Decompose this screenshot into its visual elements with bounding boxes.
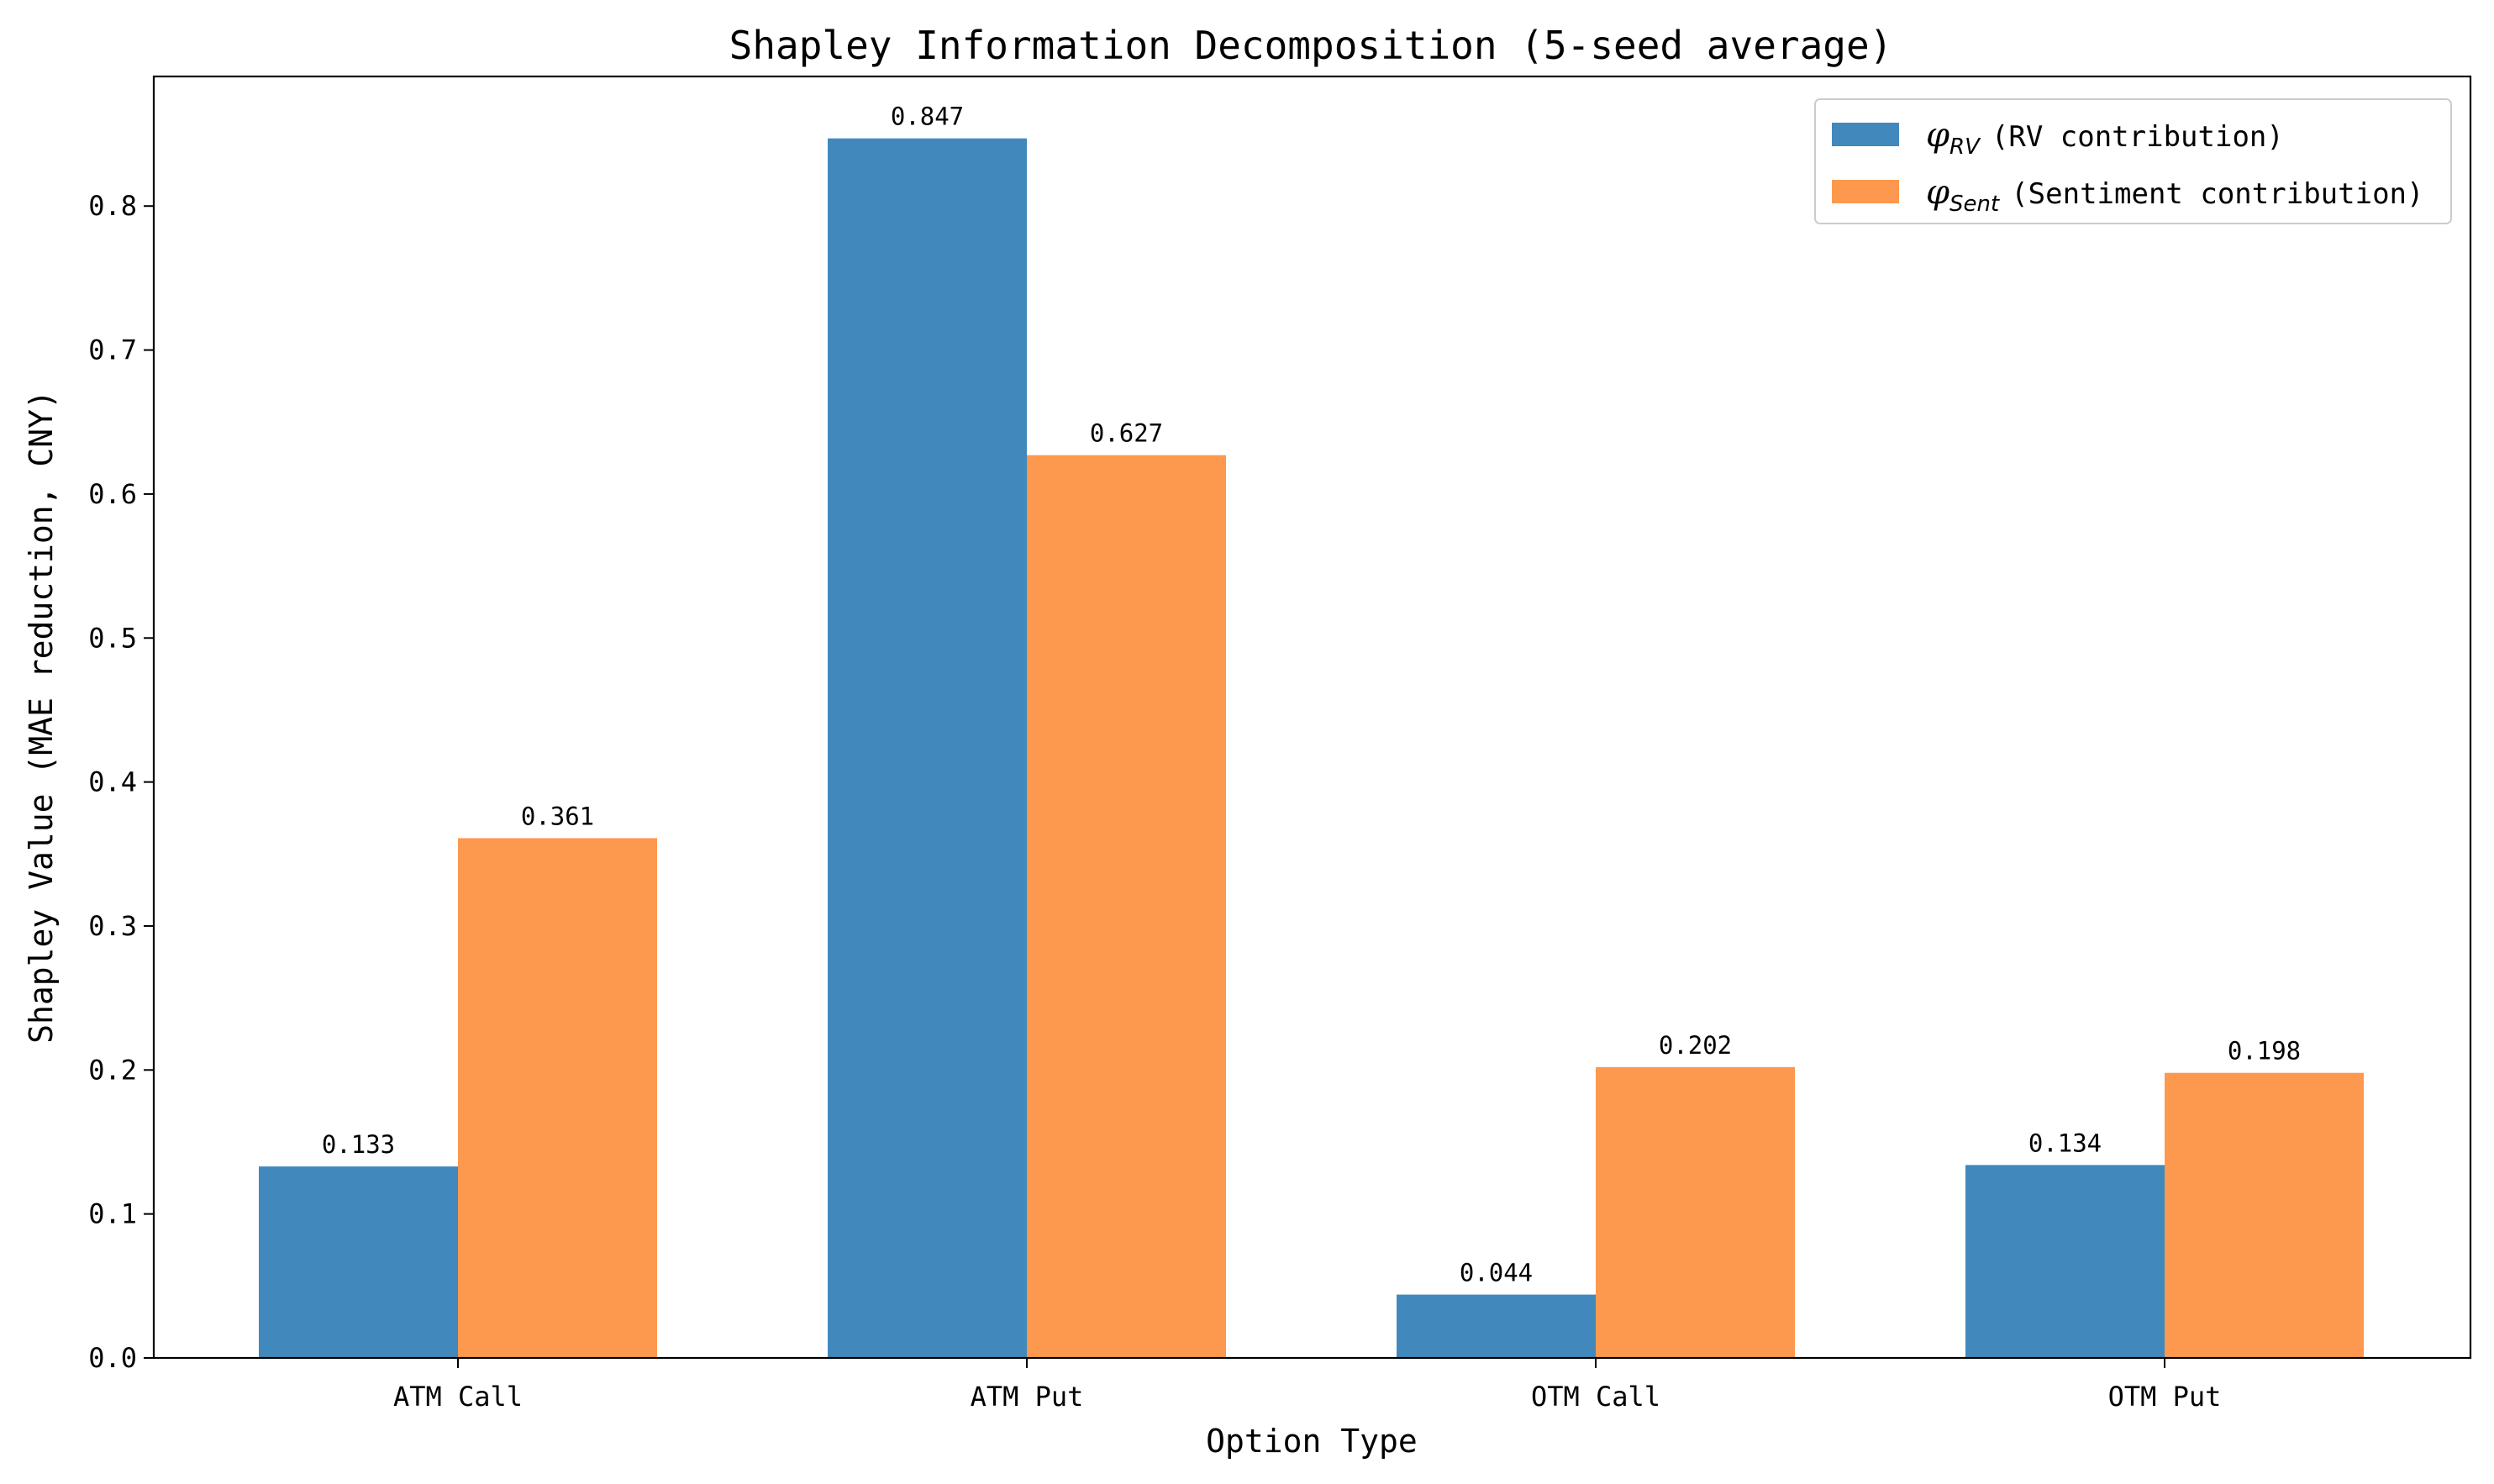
legend-label-0: (RV contribution) bbox=[1992, 120, 2284, 154]
y-axis: 0.0 0.1 0.2 0.3 0.4 0.5 0.6 0.7 0.8 bbox=[88, 190, 154, 1374]
data-label-sent-3: 0.198 bbox=[2228, 1037, 2301, 1066]
x-axis: ATM Call ATM Put OTM Call OTM Put bbox=[393, 1358, 2221, 1413]
y-tick-label-7: 0.7 bbox=[88, 334, 137, 366]
legend-label-1: (Sentiment contribution) bbox=[2011, 177, 2423, 211]
bar-rv-atm-call bbox=[259, 1166, 458, 1358]
legend: φRV (RV contribution)φSent (Sentiment cont… bbox=[1814, 98, 2452, 224]
bar-rv-otm-call bbox=[1397, 1294, 1596, 1358]
x-tick-label-2: OTM Call bbox=[1531, 1381, 1660, 1413]
y-tick-label-2: 0.2 bbox=[88, 1054, 137, 1086]
legend-subscript-0: RV bbox=[1949, 134, 1981, 160]
y-tick-label-4: 0.4 bbox=[88, 766, 137, 798]
legend-symbol-0: φ bbox=[1926, 116, 1949, 155]
y-tick-label-3: 0.3 bbox=[88, 910, 137, 942]
legend-subscript-1: Sent bbox=[1949, 192, 2000, 217]
bars-group bbox=[259, 138, 2364, 1359]
data-label-rv-3: 0.134 bbox=[2028, 1129, 2102, 1157]
x-axis-label: Option Type bbox=[1206, 1423, 1418, 1460]
x-tick-label-1: ATM Put bbox=[971, 1381, 1084, 1413]
x-tick-label-3: OTM Put bbox=[2108, 1381, 2222, 1413]
bar-sent-otm-call bbox=[1596, 1066, 1795, 1358]
data-label-rv-1: 0.847 bbox=[891, 103, 964, 131]
y-tick-label-6: 0.6 bbox=[88, 478, 137, 510]
y-tick-label-8: 0.8 bbox=[88, 190, 137, 222]
legend-entry-0: φRV (RV contribution) bbox=[1926, 116, 2284, 160]
data-label-rv-0: 0.133 bbox=[322, 1130, 395, 1159]
data-label-rv-2: 0.044 bbox=[1460, 1259, 1533, 1287]
legend-swatch-1 bbox=[1832, 180, 1899, 203]
data-label-sent-2: 0.202 bbox=[1659, 1031, 1732, 1060]
x-tick-label-0: ATM Call bbox=[393, 1381, 523, 1413]
y-tick-label-0: 0.0 bbox=[88, 1342, 137, 1374]
bar-rv-atm-put bbox=[828, 138, 1027, 1358]
data-label-sent-1: 0.627 bbox=[1090, 419, 1163, 448]
legend-swatch-0 bbox=[1832, 123, 1899, 146]
bar-rv-otm-put bbox=[1965, 1165, 2165, 1358]
y-tick-label-5: 0.5 bbox=[88, 622, 137, 654]
data-labels-group: 0.133 0.847 0.044 0.134 0.361 0.627 0.202 0.198 bbox=[322, 103, 2301, 1287]
bar-sent-otm-put bbox=[2165, 1072, 2364, 1358]
y-axis-label: Shapley Value (MAE reduction, CNY) bbox=[23, 390, 60, 1044]
bar-sent-atm-put bbox=[1027, 455, 1226, 1359]
bar-sent-atm-call bbox=[458, 838, 657, 1358]
data-label-sent-0: 0.361 bbox=[521, 802, 594, 830]
y-tick-label-1: 0.1 bbox=[88, 1198, 137, 1230]
legend-box bbox=[1814, 98, 2452, 224]
legend-symbol-1: φ bbox=[1926, 173, 1949, 212]
plot-frame bbox=[152, 75, 2472, 1360]
chart-title: Shapley Information Decomposition (5-see… bbox=[729, 23, 1893, 68]
legend-entry-1: φSent (Sentiment contribution) bbox=[1926, 173, 2423, 217]
